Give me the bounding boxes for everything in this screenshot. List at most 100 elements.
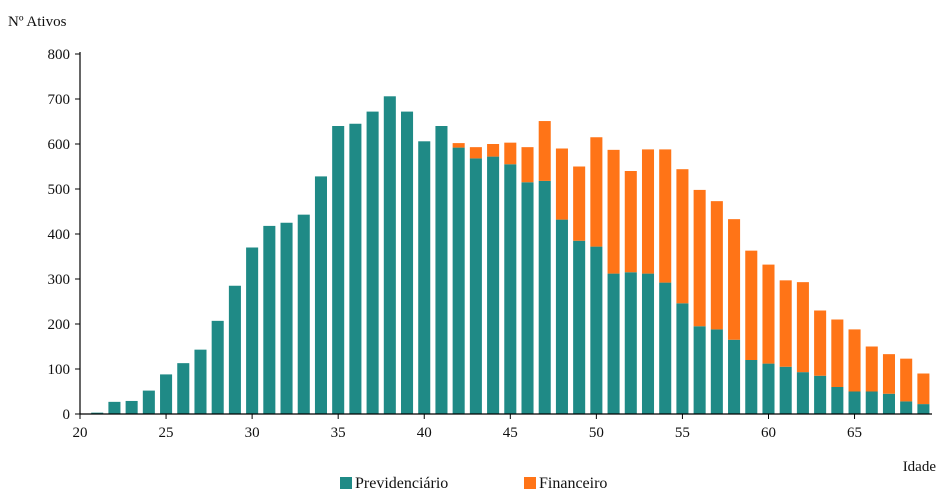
x-tick-label: 50	[589, 425, 604, 441]
bar-previdenciario	[521, 182, 534, 414]
bar-financeiro	[882, 354, 895, 394]
bar-previdenciario	[263, 225, 276, 414]
x-tick-label: 65	[847, 425, 862, 441]
bar-financeiro	[676, 169, 689, 304]
bar-financeiro	[848, 329, 861, 392]
bar-previdenciario	[452, 147, 465, 414]
bar-previdenciario	[487, 156, 500, 414]
bar-previdenciario	[573, 240, 586, 414]
bar-financeiro	[624, 171, 637, 273]
bar-financeiro	[504, 142, 517, 165]
bar-previdenciario	[659, 282, 672, 414]
x-axis-title: Idade	[903, 459, 937, 475]
bar-previdenciario	[865, 391, 878, 414]
bar-previdenciario	[297, 214, 310, 414]
bar-previdenciario	[211, 320, 224, 414]
bar-financeiro	[900, 358, 913, 402]
bar-previdenciario	[641, 273, 655, 414]
bar-financeiro	[865, 346, 878, 392]
bar-previdenciario	[693, 326, 706, 414]
bar-financeiro	[607, 149, 620, 274]
bar-previdenciario	[280, 222, 293, 414]
bar-previdenciario	[607, 273, 620, 414]
bar-financeiro	[659, 149, 672, 283]
legend-item-previdenciario: Previdenciário	[340, 475, 448, 492]
x-tick-label: 60	[761, 425, 776, 441]
bar-previdenciario	[555, 219, 568, 414]
legend-label: Previdenciário	[355, 475, 448, 492]
legend-label: Financeiro	[539, 475, 607, 492]
bar-previdenciario	[177, 363, 190, 414]
y-tick-label: 200	[48, 317, 71, 333]
bar-financeiro	[762, 264, 775, 364]
bar-previdenciario	[435, 126, 448, 414]
bar-financeiro	[641, 149, 655, 274]
bar-financeiro	[745, 250, 758, 360]
legend-item-financeiro: Financeiro	[524, 475, 607, 492]
x-tick-label: 40	[417, 425, 432, 441]
bar-financeiro	[917, 373, 930, 405]
x-tick-label: 20	[73, 425, 88, 441]
bar-previdenciario	[91, 412, 104, 414]
bars	[91, 96, 930, 415]
y-tick-label: 400	[48, 227, 71, 243]
bar-previdenciario	[228, 285, 241, 414]
bar-previdenciario	[710, 329, 723, 414]
bar-previdenciario	[779, 366, 792, 414]
bar-previdenciario	[900, 401, 913, 414]
x-tick-label: 25	[159, 425, 174, 441]
bar-previdenciario	[332, 126, 345, 414]
bar-financeiro	[796, 282, 809, 373]
bar-financeiro	[814, 310, 827, 376]
bar-financeiro	[693, 189, 706, 327]
bar-financeiro	[590, 137, 603, 247]
bar-financeiro	[779, 280, 792, 367]
bar-financeiro	[831, 319, 844, 387]
x-tick-label: 55	[675, 425, 690, 441]
bar-financeiro	[521, 147, 534, 183]
bar-previdenciario	[160, 374, 173, 414]
bar-previdenciario	[831, 387, 844, 414]
y-axis-title: Nº Ativos	[8, 14, 67, 30]
bar-financeiro	[469, 147, 482, 159]
bar-financeiro	[452, 143, 465, 148]
bar-previdenciario	[142, 390, 155, 414]
bar-previdenciario	[917, 404, 930, 414]
y-tick-label: 600	[48, 137, 71, 153]
bar-previdenciario	[882, 393, 895, 414]
legend: Previdenciário Financeiro	[340, 475, 607, 492]
bar-previdenciario	[418, 141, 431, 415]
bar-previdenciario	[728, 339, 741, 414]
bar-previdenciario	[538, 180, 551, 414]
bar-financeiro	[487, 144, 500, 157]
bar-previdenciario	[125, 400, 138, 414]
x-tick-label: 35	[331, 425, 346, 441]
bar-previdenciario	[848, 391, 861, 414]
bar-previdenciario	[401, 111, 414, 414]
bar-previdenciario	[504, 164, 517, 414]
y-tick-label: 100	[48, 362, 71, 378]
bar-previdenciario	[194, 349, 207, 414]
legend-swatch	[340, 477, 352, 489]
bar-previdenciario	[676, 303, 689, 414]
bar-previdenciario	[745, 360, 758, 414]
bar-previdenciario	[469, 158, 482, 414]
axes: 0 100 200 300 400 500 600 700 800 20 25 30 35 40 45 50 5…	[48, 47, 932, 441]
x-tick-label: 45	[503, 425, 518, 441]
bar-previdenciario	[314, 176, 327, 414]
bar-financeiro	[538, 121, 551, 181]
legend-swatch	[524, 477, 536, 489]
y-tick-label: 300	[48, 272, 71, 288]
bar-previdenciario	[624, 272, 637, 414]
bar-previdenciario	[366, 111, 379, 414]
x-tick-label: 30	[245, 425, 260, 441]
bar-previdenciario	[246, 247, 259, 414]
bar-previdenciario	[383, 96, 396, 415]
bar-previdenciario	[814, 375, 827, 414]
y-tick-label: 500	[48, 182, 71, 198]
y-tick-label: 800	[48, 47, 71, 63]
bar-previdenciario	[349, 123, 362, 414]
y-tick-label: 700	[48, 92, 71, 108]
